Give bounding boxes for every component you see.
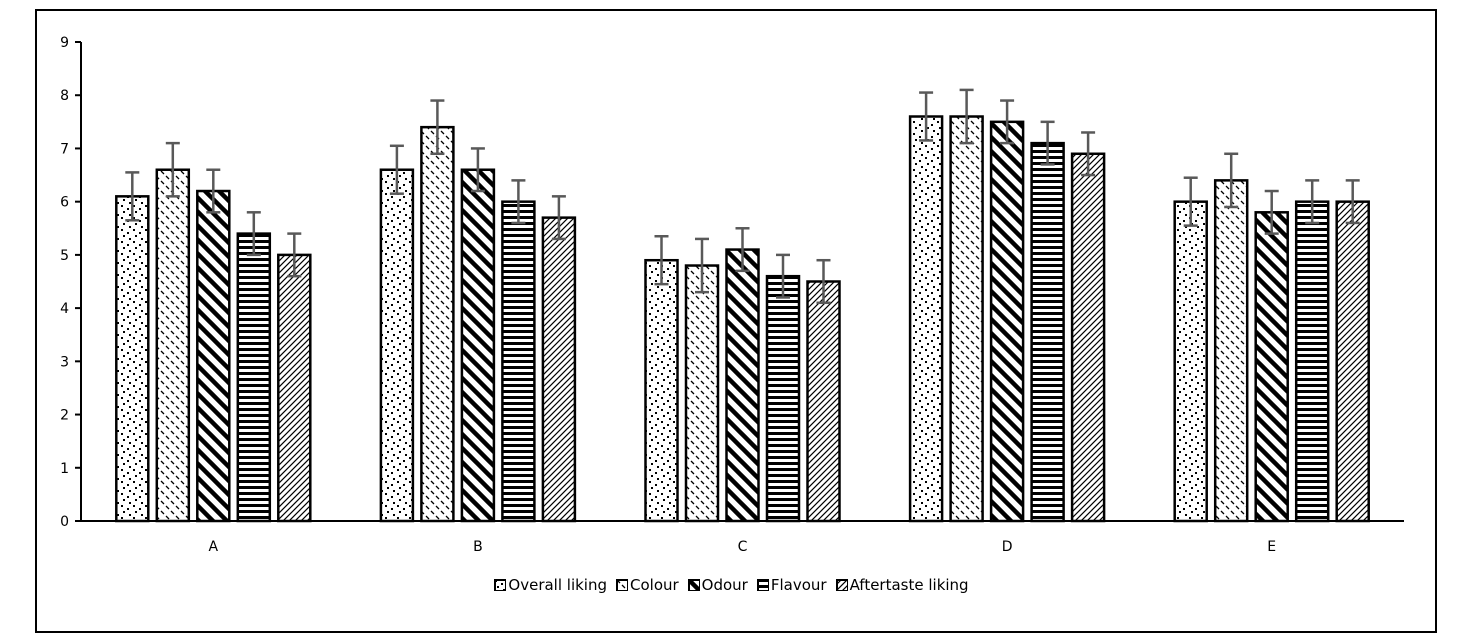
error-bar [654, 235, 669, 286]
legend-swatch [756, 579, 769, 591]
legend-label: Odour [701, 576, 748, 594]
error-bar [125, 171, 140, 222]
bar-a-colour [155, 168, 191, 523]
x-tick-label: B [473, 539, 483, 555]
y-tick-label: 1 [60, 461, 69, 477]
error-bar [511, 179, 526, 225]
error-bar [1305, 179, 1320, 225]
bar-e-odour [1254, 211, 1289, 523]
legend-swatch [687, 579, 700, 591]
bar-c-aftertaste-liking [806, 280, 841, 523]
error-bar [695, 237, 709, 294]
bar-d-flavour [1030, 141, 1065, 523]
legend-item: Aftertaste liking [835, 576, 969, 594]
error-bar [1040, 120, 1055, 166]
x-tick-label: D [1002, 539, 1013, 555]
bar-d-colour [949, 115, 984, 523]
error-bar [1000, 99, 1015, 145]
x-tick-label: C [738, 539, 748, 555]
bar-e-colour [1213, 179, 1249, 523]
legend-label: Flavour [770, 576, 827, 594]
y-tick-label: 2 [60, 408, 69, 424]
legend-item: Odour [687, 576, 748, 594]
error-bar [246, 211, 261, 257]
error-bar [165, 141, 180, 198]
chart-frame [35, 9, 1437, 633]
error-bar [430, 99, 445, 156]
error-bar [776, 253, 790, 299]
y-tick-label: 8 [60, 88, 69, 104]
y-tick-label: 9 [60, 35, 69, 51]
bar-a-aftertaste-liking [277, 253, 312, 523]
y-tick-label: 7 [60, 141, 69, 157]
legend-label: Aftertaste liking [849, 576, 969, 594]
legend-swatch [616, 579, 628, 591]
error-bar [919, 91, 934, 142]
bar-b-overall-liking [379, 168, 415, 523]
error-bar [959, 88, 974, 145]
legend-label: Colour [630, 576, 679, 594]
bar-e-aftertaste-liking [1335, 200, 1370, 523]
y-tick-label: 0 [60, 514, 69, 530]
y-tick-label: 3 [60, 354, 69, 370]
bar-c-odour [725, 248, 760, 523]
legend: Overall liking Colour Odour Flavour Aftertas… [0, 576, 1472, 594]
error-bar [816, 258, 831, 305]
legend-label: Overall liking [508, 576, 607, 594]
x-tick-label: E [1267, 539, 1276, 555]
error-bar [1183, 176, 1198, 227]
error-bar [551, 195, 566, 241]
error-bar [1081, 131, 1096, 177]
legend-item: Colour [616, 576, 679, 594]
error-bar [470, 147, 485, 193]
error-bar [1345, 179, 1360, 225]
error-bar [206, 168, 221, 214]
bar-a-odour [196, 189, 231, 523]
error-bar [389, 144, 404, 195]
bar-b-colour [420, 125, 455, 523]
legend-swatch [835, 579, 848, 591]
y-tick-label: 4 [60, 301, 69, 317]
bar-d-aftertaste-liking [1070, 152, 1106, 523]
legend-item: Overall liking [494, 576, 607, 594]
legend-item: Flavour [756, 576, 827, 594]
x-tick-label: A [209, 539, 219, 555]
y-tick-label: 5 [60, 248, 69, 264]
bar-b-odour [460, 168, 496, 523]
bar-b-aftertaste-liking [541, 216, 577, 523]
bar-a-flavour [236, 232, 272, 523]
error-bar [1224, 152, 1239, 209]
y-tick-label: 6 [60, 195, 69, 211]
bar-b-flavour [501, 200, 536, 523]
bar-c-overall-liking [644, 258, 679, 523]
bar-d-overall-liking [908, 115, 944, 523]
legend-swatch [494, 579, 507, 591]
error-bar [1264, 189, 1279, 235]
error-bar [287, 232, 302, 278]
bar-c-colour [684, 264, 720, 523]
bar-c-flavour [765, 274, 801, 523]
error-bar [735, 227, 750, 273]
bar-a-overall-liking [115, 195, 150, 523]
bar-e-flavour [1294, 200, 1330, 523]
bar-e-overall-liking [1173, 200, 1208, 523]
bar-d-odour [989, 120, 1025, 523]
